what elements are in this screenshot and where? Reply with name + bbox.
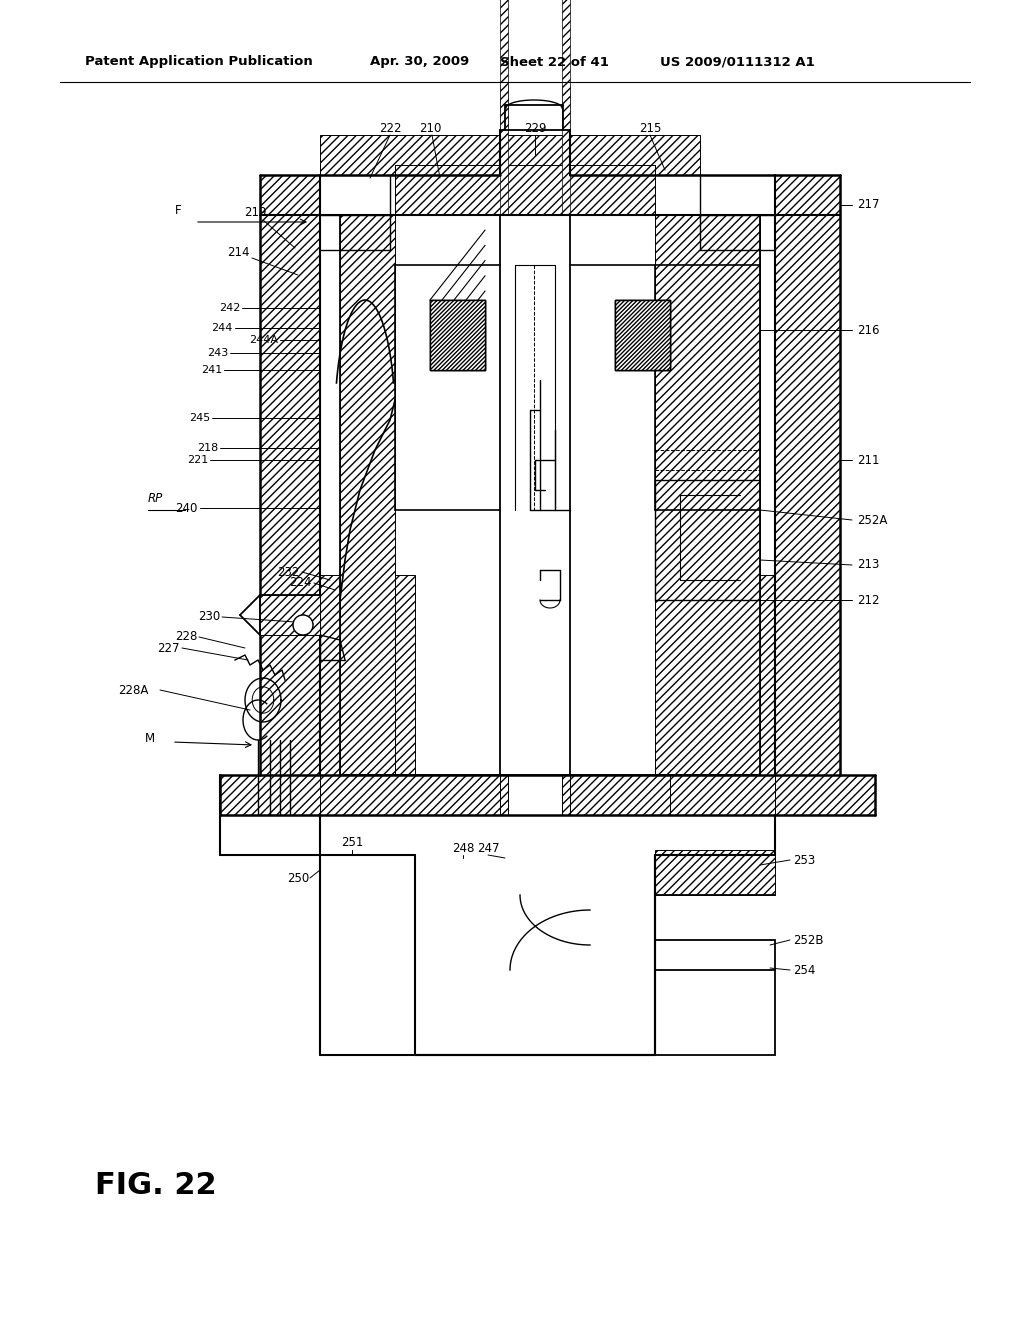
Text: 247: 247 xyxy=(477,842,500,854)
Bar xyxy=(655,576,775,814)
Text: 224: 224 xyxy=(290,577,312,590)
Text: 243: 243 xyxy=(207,348,228,358)
Text: Patent Application Publication: Patent Application Publication xyxy=(85,55,312,69)
Text: 248: 248 xyxy=(452,842,474,854)
Text: 228A: 228A xyxy=(118,684,148,697)
Bar xyxy=(670,775,874,814)
Text: 217: 217 xyxy=(857,198,880,211)
Text: 230: 230 xyxy=(198,610,220,623)
Bar xyxy=(500,84,508,129)
Text: 228: 228 xyxy=(175,631,197,644)
Bar xyxy=(500,0,508,215)
Text: 213: 213 xyxy=(857,558,880,572)
Bar xyxy=(615,300,670,370)
Bar xyxy=(319,576,415,814)
Text: 221: 221 xyxy=(186,455,208,465)
Text: 210: 210 xyxy=(419,121,441,135)
Text: Apr. 30, 2009: Apr. 30, 2009 xyxy=(370,55,469,69)
Circle shape xyxy=(293,615,313,635)
Bar xyxy=(655,850,775,895)
Text: 250: 250 xyxy=(287,871,309,884)
Text: 253: 253 xyxy=(793,854,815,866)
Bar xyxy=(570,165,655,215)
Text: FIG. 22: FIG. 22 xyxy=(95,1171,217,1200)
Bar xyxy=(775,176,840,775)
Text: 216: 216 xyxy=(857,323,880,337)
Bar xyxy=(319,775,500,814)
Text: 214: 214 xyxy=(227,246,250,259)
Text: Sheet 22 of 41: Sheet 22 of 41 xyxy=(500,55,609,69)
Bar xyxy=(395,165,655,215)
Text: 232: 232 xyxy=(278,565,300,578)
Text: 254: 254 xyxy=(793,964,815,977)
Text: 244: 244 xyxy=(212,323,233,333)
Text: F: F xyxy=(175,203,181,216)
Text: 244A: 244A xyxy=(249,335,278,345)
Bar xyxy=(430,300,485,370)
Bar xyxy=(395,165,500,215)
Text: 240: 240 xyxy=(176,502,198,515)
Bar xyxy=(260,595,319,635)
Text: 252A: 252A xyxy=(857,513,888,527)
Bar xyxy=(500,775,508,814)
Text: 251: 251 xyxy=(341,837,364,850)
Text: 252B: 252B xyxy=(793,933,823,946)
Bar xyxy=(220,775,319,814)
Text: 245: 245 xyxy=(188,413,210,422)
Text: RP: RP xyxy=(148,491,163,504)
Bar xyxy=(220,775,319,814)
Bar xyxy=(500,775,508,814)
Bar xyxy=(430,300,485,370)
Bar xyxy=(562,775,570,814)
Text: US 2009/0111312 A1: US 2009/0111312 A1 xyxy=(660,55,815,69)
Text: 242: 242 xyxy=(219,304,240,313)
Text: 227: 227 xyxy=(158,642,180,655)
Text: 215: 215 xyxy=(639,121,662,135)
Text: 222: 222 xyxy=(379,121,401,135)
Text: 212: 212 xyxy=(857,594,880,606)
Bar xyxy=(570,775,670,814)
Bar xyxy=(562,84,570,129)
Bar xyxy=(260,176,319,775)
Text: 218: 218 xyxy=(197,444,218,453)
Bar xyxy=(562,775,570,814)
Bar xyxy=(615,300,670,370)
Text: 219: 219 xyxy=(244,206,266,219)
Bar xyxy=(340,215,395,775)
Bar xyxy=(562,0,570,215)
Text: 241: 241 xyxy=(201,366,222,375)
Bar xyxy=(319,135,700,176)
Text: 229: 229 xyxy=(523,121,546,135)
Bar xyxy=(220,775,319,814)
Bar xyxy=(655,215,760,775)
Text: 211: 211 xyxy=(857,454,880,466)
Text: M: M xyxy=(145,731,155,744)
